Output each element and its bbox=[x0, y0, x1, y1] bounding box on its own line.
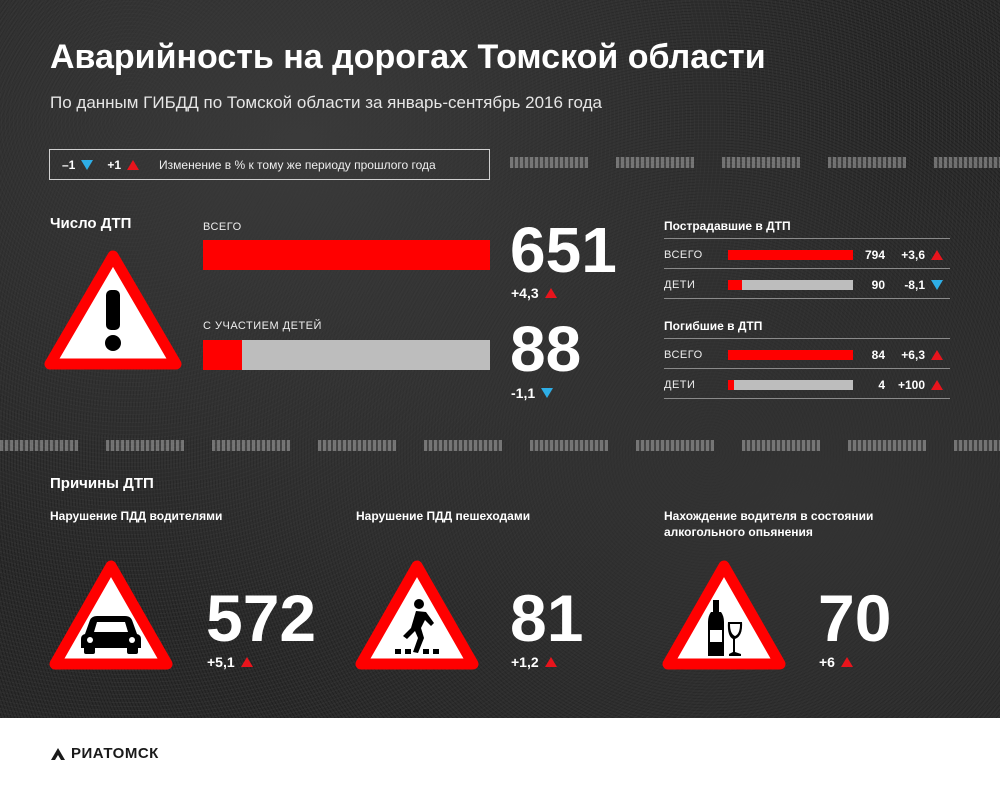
accidents-total-bar bbox=[203, 240, 490, 270]
legend-minus-label: –1 bbox=[62, 157, 76, 172]
killed-children-row: ДЕТИ 4 +100 bbox=[664, 375, 943, 395]
killed-total-value: 84 bbox=[871, 348, 885, 362]
accidents-children-bar-fill bbox=[203, 340, 242, 370]
accidents-total-change: +4,3 bbox=[511, 285, 557, 301]
accidents-total-change-value: +4,3 bbox=[511, 285, 539, 301]
injured-total-change: +3,6 bbox=[885, 248, 943, 262]
page-title: Аварийность на дорогах Томской области bbox=[50, 38, 766, 76]
up-arrow-icon bbox=[544, 657, 557, 667]
accidents-total-value: 651 bbox=[510, 214, 617, 286]
footer: РИАТОМСК bbox=[0, 718, 1000, 789]
legend-minus: –1 bbox=[62, 157, 94, 172]
legend-text: Изменение в % к тому же периоду прошлого… bbox=[159, 157, 436, 172]
killed-children-change: +100 bbox=[885, 378, 943, 392]
killed-total-row: ВСЕГО 84 +6,3 bbox=[664, 345, 943, 365]
accidents-heading: Число ДТП bbox=[50, 215, 132, 232]
injured-children-change: -8,1 bbox=[885, 278, 943, 292]
injured-total-bar bbox=[728, 250, 853, 260]
injured-heading: Пострадавшие в ДТП bbox=[664, 219, 791, 233]
cause-drivers-label: Нарушение ПДД водителями bbox=[50, 509, 223, 523]
up-arrow-icon bbox=[931, 250, 943, 260]
infographic-canvas: Аварийность на дорогах Томской области П… bbox=[0, 0, 1000, 718]
injured-total-change-value: +3,6 bbox=[901, 248, 925, 262]
wine-bottle-glass-icon bbox=[662, 560, 786, 670]
killed-children-bar-fill bbox=[728, 380, 734, 390]
accidents-children-label: С УЧАСТИЕМ ДЕТЕЙ bbox=[203, 320, 322, 332]
accidents-total-label: ВСЕГО bbox=[203, 221, 242, 233]
logo-text: РИАТОМСК bbox=[71, 745, 159, 762]
injured-total-row: ВСЕГО 794 +3,6 bbox=[664, 245, 943, 265]
injured-total-bar-fill bbox=[728, 250, 853, 260]
cause-drivers-value: 572 bbox=[206, 581, 317, 655]
warning-exclamation-icon bbox=[44, 250, 182, 370]
cause-pedestrians-change: +1,2 bbox=[511, 654, 557, 670]
accidents-children-change-value: -1,1 bbox=[511, 385, 536, 401]
accidents-children-change: -1,1 bbox=[511, 385, 554, 401]
injured-children-bar bbox=[728, 280, 853, 290]
killed-total-label: ВСЕГО bbox=[664, 349, 703, 361]
logo-mark-icon bbox=[51, 747, 65, 760]
up-arrow-icon bbox=[840, 657, 853, 667]
down-arrow-icon bbox=[541, 388, 554, 398]
causes-heading: Причины ДТП bbox=[50, 475, 154, 492]
ria-tomsk-logo[interactable]: РИАТОМСК bbox=[49, 745, 159, 762]
down-arrow-icon bbox=[81, 159, 94, 170]
killed-total-bar-fill bbox=[728, 350, 853, 360]
accidents-children-bar bbox=[203, 340, 490, 370]
cause-pedestrians-value: 81 bbox=[510, 581, 584, 655]
injured-children-label: ДЕТИ bbox=[664, 279, 696, 291]
up-arrow-icon bbox=[931, 350, 943, 360]
killed-children-bar bbox=[728, 380, 853, 390]
cause-pedestrians-change-value: +1,2 bbox=[511, 654, 539, 670]
car-icon bbox=[49, 560, 173, 670]
killed-total-change: +6,3 bbox=[885, 348, 943, 362]
cause-alcohol-label: Нахождение водителя в состоянии алкоголь… bbox=[664, 509, 874, 539]
legend-plus: +1 bbox=[107, 157, 140, 172]
cause-pedestrians-label: Нарушение ПДД пешеходами bbox=[356, 509, 531, 523]
cause-alcohol-change: +6 bbox=[819, 654, 853, 670]
injured-total-label: ВСЕГО bbox=[664, 249, 703, 261]
killed-total-bar bbox=[728, 350, 853, 360]
killed-heading: Погибшие в ДТП bbox=[664, 319, 763, 333]
up-arrow-icon bbox=[127, 159, 140, 170]
injured-children-change-value: -8,1 bbox=[904, 278, 925, 292]
killed-children-label: ДЕТИ bbox=[664, 379, 696, 391]
up-arrow-icon bbox=[544, 288, 557, 298]
accidents-total-bar-fill bbox=[203, 240, 490, 270]
killed-total-change-value: +6,3 bbox=[901, 348, 925, 362]
road-dashes-top bbox=[510, 157, 1000, 169]
pedestrian-icon bbox=[355, 560, 479, 670]
injured-children-value: 90 bbox=[871, 278, 885, 292]
legend: –1 +1 Изменение в % к тому же периоду пр… bbox=[49, 149, 490, 180]
page-subtitle: По данным ГИБДД по Томской области за ян… bbox=[50, 93, 602, 112]
killed-children-change-value: +100 bbox=[897, 378, 925, 392]
killed-children-value: 4 bbox=[878, 378, 885, 392]
injured-total-value: 794 bbox=[864, 248, 885, 262]
cause-drivers-change: +5,1 bbox=[207, 654, 253, 670]
accidents-children-value: 88 bbox=[510, 313, 582, 385]
legend-plus-label: +1 bbox=[107, 157, 122, 172]
cause-drivers-change-value: +5,1 bbox=[207, 654, 235, 670]
cause-alcohol-change-value: +6 bbox=[819, 654, 835, 670]
down-arrow-icon bbox=[931, 280, 943, 290]
cause-alcohol-value: 70 bbox=[818, 581, 892, 655]
up-arrow-icon bbox=[240, 657, 253, 667]
road-dashes-middle bbox=[0, 440, 1000, 452]
injured-children-row: ДЕТИ 90 -8,1 bbox=[664, 275, 943, 295]
injured-children-bar-fill bbox=[728, 280, 743, 290]
up-arrow-icon bbox=[931, 380, 943, 390]
